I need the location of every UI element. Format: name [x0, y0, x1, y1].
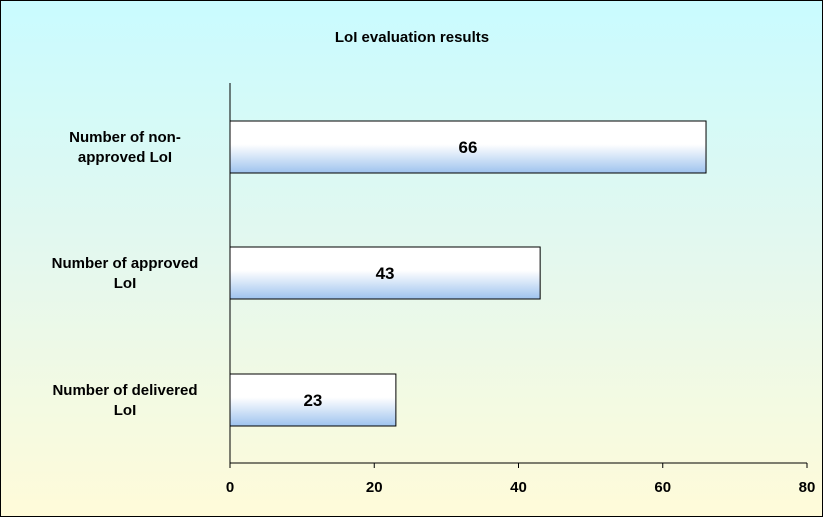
category-label-line: LoI	[114, 402, 137, 419]
bar-data-label: 23	[303, 391, 322, 410]
plot-area: 0 20 40 60 80 66 Number of non-approved LoI 43 N…	[52, 83, 816, 496]
chart-title: LoI evaluation results	[335, 29, 489, 46]
category-label-line: LoI	[114, 275, 137, 292]
bar	[229, 246, 541, 300]
x-tick-label: 60	[654, 479, 671, 496]
bar-data-label: 43	[376, 264, 395, 283]
bar	[229, 373, 397, 427]
category-label-line: Number of delivered	[52, 382, 197, 399]
category-label-line: Number of non-	[69, 129, 181, 146]
x-tick-label: 40	[510, 479, 527, 496]
category-label-line: Number of approved	[52, 255, 199, 272]
x-tick-label: 20	[366, 479, 383, 496]
bar	[229, 120, 707, 174]
category-label-line: approved LoI	[78, 149, 172, 166]
bar-data-label: 66	[459, 138, 478, 157]
x-tick-label: 0	[226, 479, 234, 496]
category-label: Number of non-approved LoI	[69, 129, 181, 166]
x-tick-label: 80	[799, 479, 816, 496]
category-label: Number of delivered LoI	[52, 382, 197, 419]
category-label: Number of approved LoI	[52, 255, 199, 292]
